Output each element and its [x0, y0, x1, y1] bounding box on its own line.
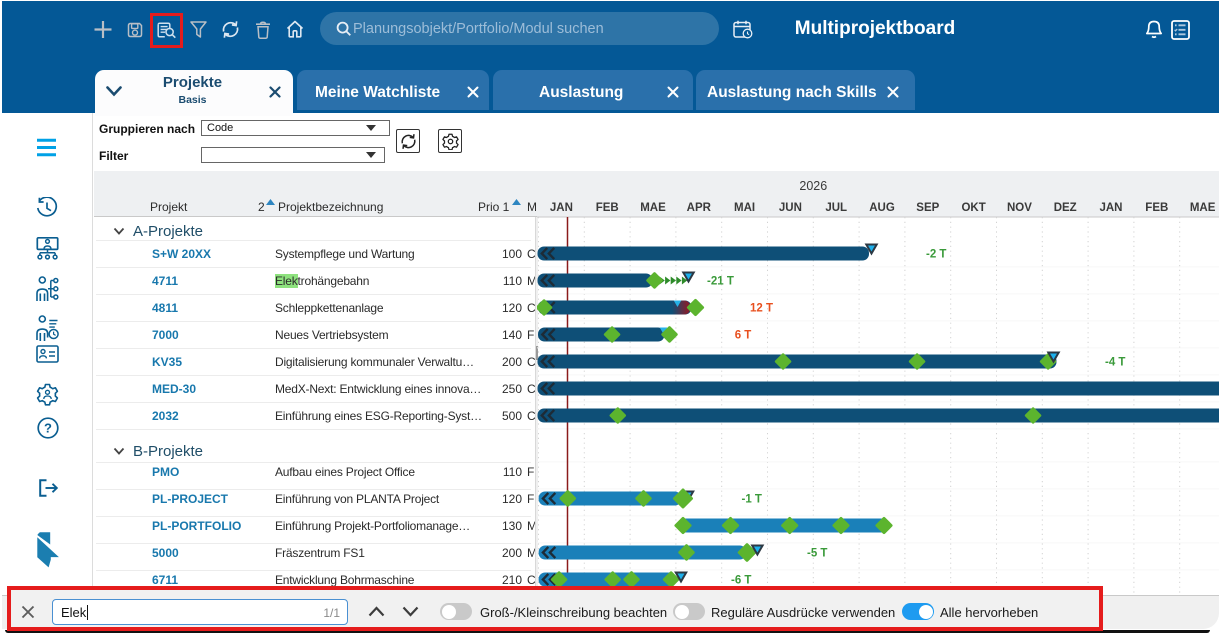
svg-text:NOV: NOV — [1007, 202, 1032, 214]
svg-text:-4 T: -4 T — [1105, 357, 1125, 369]
svg-text:-5 T: -5 T — [807, 548, 827, 560]
svg-text:JAN: JAN — [1099, 202, 1122, 214]
svg-text:?: ? — [44, 421, 52, 436]
svg-text:AUG: AUG — [869, 202, 895, 214]
svg-text:FEB: FEB — [596, 202, 619, 214]
svg-text:MAE: MAE — [1190, 202, 1216, 214]
svg-text:MAE: MAE — [640, 202, 666, 214]
svg-text:DEZ: DEZ — [1054, 202, 1077, 214]
svg-text:-1 T: -1 T — [742, 494, 762, 506]
svg-text:OKT: OKT — [961, 202, 985, 214]
svg-text:JAN: JAN — [550, 202, 573, 214]
svg-text:-21 T: -21 T — [707, 276, 734, 288]
svg-text:-2 T: -2 T — [926, 249, 946, 261]
svg-text:MAI: MAI — [734, 202, 755, 214]
svg-text:12 T: 12 T — [750, 303, 773, 315]
svg-text:SEP: SEP — [916, 202, 939, 214]
svg-text:-6 T: -6 T — [731, 575, 751, 587]
svg-text:APR: APR — [687, 202, 712, 214]
svg-text:2026: 2026 — [799, 179, 827, 193]
svg-text:6 T: 6 T — [735, 330, 752, 342]
svg-text:JUL: JUL — [825, 202, 847, 214]
svg-text:FEB: FEB — [1145, 202, 1168, 214]
svg-text:JUN: JUN — [779, 202, 802, 214]
